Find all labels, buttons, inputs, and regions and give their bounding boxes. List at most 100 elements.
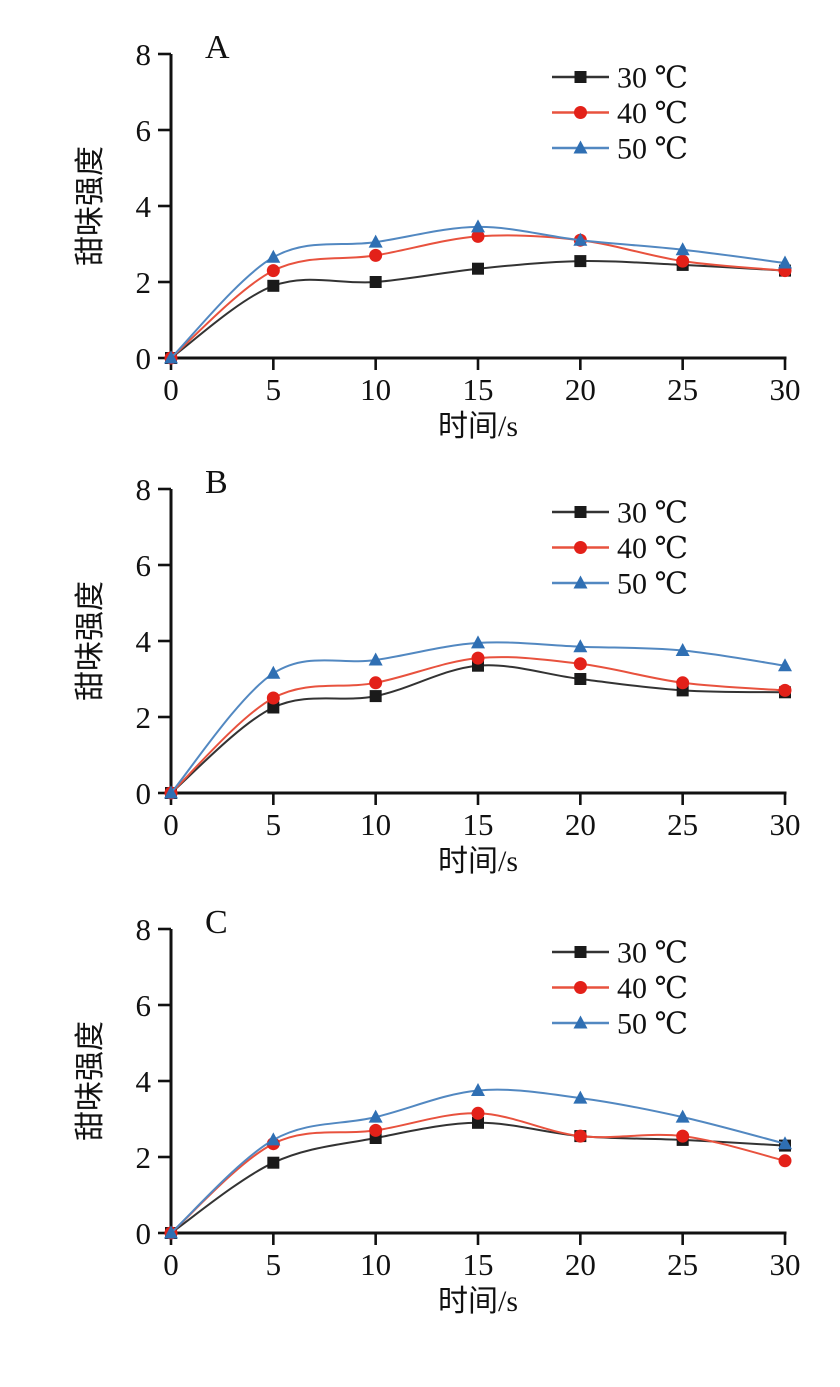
data-point-marker-triangle <box>778 1136 792 1150</box>
x-tick-label: 5 <box>266 1247 282 1282</box>
data-point-marker-circle <box>369 248 383 262</box>
legend-marker-triangle <box>573 140 588 154</box>
series-line-40c <box>170 656 786 794</box>
data-point-marker-square <box>472 1116 484 1129</box>
data-point-marker-square <box>574 255 587 268</box>
line-chart-c: 0 2 4 6 8 0 5 10 15 20 25 30 时间/s 甜味强度 C 30 ℃40 ℃50 ℃ <box>74 904 801 1315</box>
data-point-marker-circle <box>471 1106 485 1120</box>
data-point-marker-circle <box>573 1129 587 1143</box>
data-point-marker-triangle <box>266 665 281 679</box>
data-point-marker-circle <box>369 676 383 690</box>
x-tick-label: 10 <box>360 1247 391 1282</box>
data-point-marker-circle <box>266 264 280 278</box>
data-point-marker-circle <box>369 1123 383 1137</box>
x-tick-label: 15 <box>463 807 494 842</box>
x-tick-label: 0 <box>163 1247 179 1282</box>
legend-item: 50 ℃ <box>552 133 688 166</box>
legend-marker-circle <box>574 981 587 994</box>
legend-label: 40 ℃ <box>617 97 688 130</box>
y-tick-label: 8 <box>136 37 152 72</box>
x-tick-label: 15 <box>463 1247 494 1282</box>
data-point-marker-square <box>369 690 382 703</box>
y-tick-label: 2 <box>136 700 152 735</box>
data-point-marker-triangle <box>573 639 588 653</box>
legend: 30 ℃40 ℃50 ℃ <box>552 937 688 1041</box>
y-axis-label: 甜味强度 <box>74 146 107 266</box>
legend-label: 30 ℃ <box>617 937 688 970</box>
chart-panel-b: 0 2 4 6 8 0 5 10 15 20 25 30 时间/s 甜味强度 B 30 ℃ 40 ℃ 50 ℃ <box>0 435 840 875</box>
legend: 30 ℃40 ℃50 ℃ <box>552 62 688 166</box>
data-point-marker-triangle <box>164 350 178 364</box>
legend-marker-circle <box>574 541 587 554</box>
data-point-marker-triangle <box>778 255 792 269</box>
legend-item: 40 ℃ <box>552 532 688 565</box>
data-point-marker-square <box>369 276 382 288</box>
legend-item: 50 ℃ <box>552 1008 688 1041</box>
x-tick-label: 25 <box>667 1247 698 1282</box>
data-point-marker-circle <box>266 691 280 705</box>
data-point-marker-triangle <box>573 232 588 246</box>
y-tick-label: 8 <box>136 912 152 947</box>
legend-marker-circle <box>574 106 587 119</box>
y-tick-label: 6 <box>136 548 152 583</box>
y-tick-label: 8 <box>136 472 152 507</box>
x-tick-label: 30 <box>770 372 801 407</box>
series-line-30c <box>170 1121 786 1234</box>
data-point-marker-triangle <box>471 635 485 649</box>
x-tick-label: 5 <box>266 372 282 407</box>
data-point-marker-circle <box>778 683 792 697</box>
y-tick-label: 6 <box>136 988 152 1023</box>
y-tick-label: 2 <box>136 265 152 300</box>
y-axis-label: 甜味强度 <box>74 581 107 701</box>
y-tick-label: 0 <box>136 1216 152 1251</box>
data-point-marker-circle <box>676 676 690 690</box>
y-tick-label: 0 <box>136 776 152 811</box>
y-axis-label: 甜味强度 <box>74 1021 107 1141</box>
x-tick-label: 25 <box>667 807 698 842</box>
data-point-marker-square <box>267 279 280 292</box>
data-point-marker-circle <box>778 1154 792 1168</box>
data-point-marker-triangle <box>778 658 792 672</box>
data-point-marker-circle <box>573 657 587 671</box>
y-tick-label: 4 <box>136 1064 152 1099</box>
legend-marker-square <box>574 946 587 958</box>
x-tick-label: 30 <box>770 1247 801 1282</box>
x-tick-label: 10 <box>360 807 391 842</box>
x-axis-label: 时间/s <box>438 410 518 440</box>
data-point-marker-circle <box>471 651 485 665</box>
x-tick-label: 30 <box>770 807 801 842</box>
y-tick-label: 6 <box>136 113 152 148</box>
legend-item: 40 ℃ <box>552 972 688 1005</box>
y-tick-label: 4 <box>136 189 152 224</box>
x-tick-label: 25 <box>667 372 698 407</box>
series-line-40c <box>170 1112 786 1234</box>
line-chart-a: 0 2 4 6 8 0 5 10 15 20 25 30 时间/s 甜味强度 A 30 ℃40 ℃50 ℃ <box>74 29 801 440</box>
data-point-marker-triangle <box>675 242 690 256</box>
x-tick-label: 0 <box>163 372 179 407</box>
legend-marker-square <box>574 71 587 83</box>
data-point-marker-triangle <box>368 652 383 666</box>
chart-panel-c: 0 2 4 6 8 0 5 10 15 20 25 30 时间/s 甜味强度 C 30 ℃ 40 ℃ 50 ℃ <box>0 875 840 1315</box>
panel-label: B <box>205 464 228 501</box>
data-point-marker-triangle <box>164 785 178 799</box>
legend-label: 40 ℃ <box>617 972 688 1005</box>
series-line-40c <box>170 234 786 359</box>
x-tick-label: 0 <box>163 807 179 842</box>
panel-label: A <box>205 29 230 66</box>
legend: 30 ℃40 ℃50 ℃ <box>552 497 688 601</box>
data-point-marker-triangle <box>368 1109 383 1123</box>
data-point-marker-square <box>267 1156 280 1169</box>
legend-item: 30 ℃ <box>552 497 688 530</box>
x-tick-label: 20 <box>565 372 596 407</box>
legend-item: 40 ℃ <box>552 97 688 130</box>
legend-label: 30 ℃ <box>617 497 688 530</box>
x-axis-label: 时间/s <box>438 845 518 875</box>
legend-label: 50 ℃ <box>617 568 688 601</box>
panel-label: C <box>205 904 228 941</box>
x-tick-label: 15 <box>463 372 494 407</box>
legend-marker-square <box>574 506 587 518</box>
legend-item: 30 ℃ <box>552 937 688 970</box>
data-point-marker-square <box>267 701 280 714</box>
x-tick-label: 20 <box>565 807 596 842</box>
data-point-marker-square <box>574 673 587 685</box>
